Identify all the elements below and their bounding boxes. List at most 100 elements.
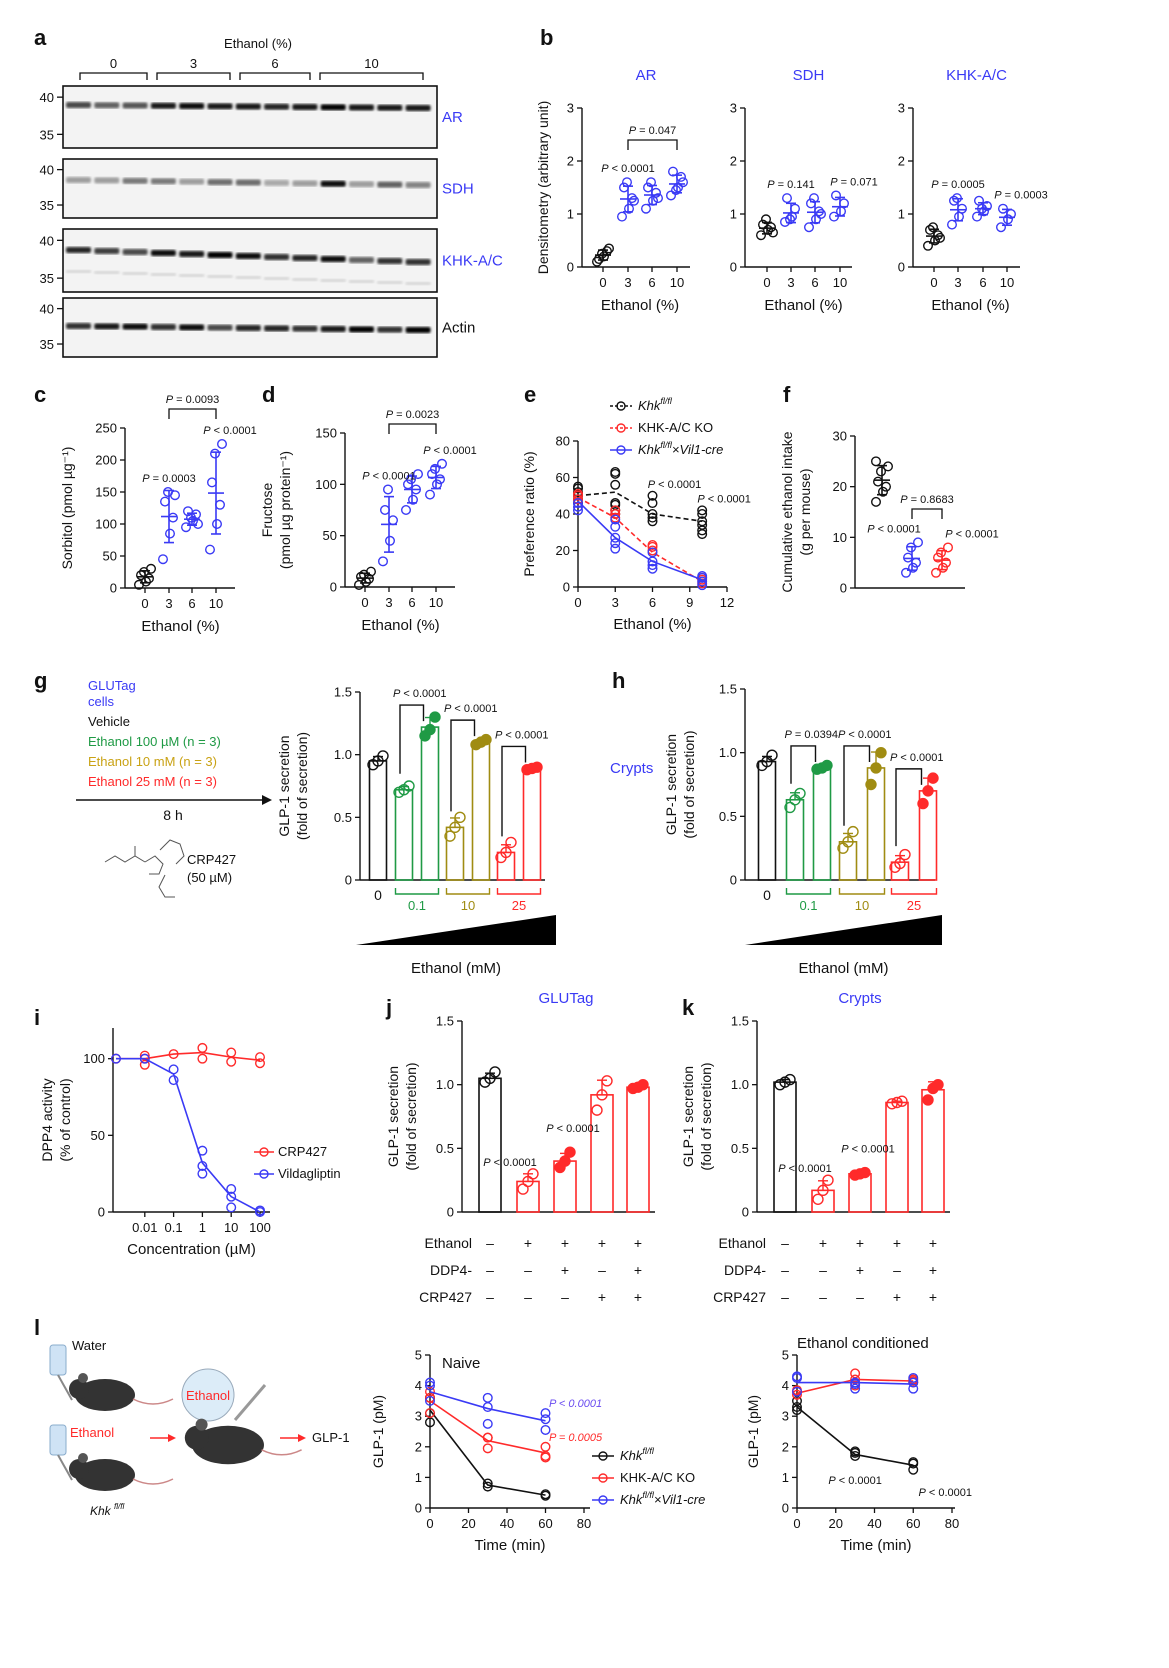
data-point bbox=[388, 515, 399, 526]
x-axis-label: Ethanol (%) bbox=[141, 618, 219, 635]
treatment-sign: + bbox=[929, 1262, 937, 1278]
p-value-label: P = 0.0003 bbox=[994, 190, 1048, 202]
y-tick-label: 1 bbox=[567, 207, 574, 222]
data-point bbox=[908, 1464, 919, 1475]
data-point bbox=[226, 1191, 237, 1202]
data-point bbox=[164, 528, 175, 539]
series-line bbox=[577, 500, 703, 581]
data-point bbox=[598, 1473, 608, 1483]
p-value-label: P = 0.0005 bbox=[549, 1432, 603, 1444]
protein-label: AR bbox=[442, 109, 463, 126]
p-value-label: P = 0.071 bbox=[830, 176, 877, 188]
x-tick-label: 10 bbox=[670, 275, 684, 290]
treatment-sign: – bbox=[524, 1289, 532, 1305]
group-label: 10 bbox=[855, 898, 869, 913]
lane-group-label: 0 bbox=[110, 56, 117, 71]
x-axis-label: Ethanol (mM) bbox=[411, 960, 501, 977]
bar bbox=[522, 767, 542, 881]
chart-panel-sdh: 0 1 2 3 SDH 0 3 6 10 Ethanol (%) P = 0.141 P = 0.07… bbox=[730, 67, 878, 314]
group-label: 10 bbox=[461, 898, 475, 913]
data-point bbox=[226, 1056, 237, 1067]
series-line bbox=[797, 1381, 914, 1385]
significance-bracket bbox=[450, 719, 476, 812]
data-point bbox=[792, 1402, 803, 1413]
treatment-sign: + bbox=[893, 1289, 901, 1305]
data-point bbox=[979, 206, 990, 217]
blot-band-faint bbox=[94, 271, 120, 274]
data-point bbox=[482, 1443, 493, 1454]
y-tick-label: 4 bbox=[415, 1378, 422, 1393]
data-point bbox=[259, 1147, 269, 1157]
treatment-label: CRP427 bbox=[419, 1289, 472, 1305]
data-point bbox=[792, 1386, 803, 1397]
data-point bbox=[1003, 214, 1014, 225]
data-point bbox=[647, 512, 658, 523]
data-point bbox=[812, 1193, 824, 1205]
data-point bbox=[627, 193, 638, 204]
data-point bbox=[380, 505, 391, 516]
data-point bbox=[697, 505, 708, 516]
drinking-schematic: Water Ethanol Khk fl/fl Ethanol GLP-1 bbox=[49, 1338, 350, 1518]
panel-label: a bbox=[34, 25, 47, 50]
data-point bbox=[610, 521, 621, 532]
x-tick-label: 0 bbox=[574, 595, 581, 610]
blot-band bbox=[94, 323, 120, 330]
chart-panel-preference-ratio-: 0 20 40 60 80 0 3 6 9 12 Preference ratio (%) Ethan… bbox=[521, 396, 751, 633]
data-point bbox=[666, 190, 677, 201]
data-point bbox=[610, 514, 621, 525]
blot-band bbox=[405, 105, 431, 111]
treatment-sign: – bbox=[486, 1262, 494, 1278]
p-value-label: P < 0.0001 bbox=[393, 688, 447, 700]
data-point bbox=[821, 759, 833, 772]
y-tick-label: 0.5 bbox=[731, 1141, 749, 1156]
data-point bbox=[697, 509, 708, 520]
x-tick-label: 20 bbox=[829, 1516, 843, 1531]
data-point bbox=[482, 1432, 493, 1443]
data-point bbox=[878, 486, 889, 497]
panel-label: e bbox=[524, 382, 536, 407]
blot-band bbox=[292, 325, 318, 332]
mouse-tail bbox=[132, 1478, 174, 1485]
y-tick-label: 200 bbox=[95, 453, 117, 468]
data-point bbox=[899, 848, 911, 861]
p-value-label: P = 0.8683 bbox=[900, 494, 954, 506]
chart-title: Naive bbox=[442, 1355, 480, 1372]
data-point bbox=[647, 509, 658, 520]
x-tick-label: 3 bbox=[624, 275, 631, 290]
data-point bbox=[804, 222, 815, 233]
data-point bbox=[850, 1450, 861, 1461]
blot-band bbox=[179, 103, 205, 109]
data-point bbox=[629, 195, 640, 206]
series-line bbox=[429, 1390, 546, 1422]
data-point bbox=[871, 496, 882, 507]
p-value-label: P < 0.0001 bbox=[778, 1163, 832, 1175]
x-tick-label: 100 bbox=[249, 1220, 271, 1235]
data-point bbox=[437, 458, 448, 469]
y-tick-label: 4 bbox=[782, 1378, 789, 1393]
x-tick-label: 9 bbox=[686, 595, 693, 610]
y-tick-label: 100 bbox=[95, 517, 117, 532]
crypts-label: Crypts bbox=[610, 760, 653, 777]
data-point bbox=[678, 177, 689, 188]
bar bbox=[812, 767, 832, 881]
p-value-label: P < 0.0001 bbox=[828, 1475, 882, 1487]
data-point bbox=[908, 562, 919, 573]
mw-marker-label: 40 bbox=[40, 302, 54, 317]
data-point bbox=[385, 535, 396, 546]
chart-panel-bar-j: 0 0.5 1.0 1.5 GLP-1 secretion (fold of secret… bbox=[385, 990, 655, 1305]
mw-marker-label: 35 bbox=[40, 127, 54, 142]
blot-band bbox=[207, 179, 233, 186]
treatment-sign: + bbox=[856, 1262, 864, 1278]
data-point bbox=[139, 1059, 150, 1070]
p-value-label: P < 0.0001 bbox=[423, 445, 477, 457]
data-point bbox=[531, 761, 543, 773]
lane-group-bracket bbox=[156, 72, 231, 80]
group-label: 0.1 bbox=[799, 898, 817, 913]
data-point bbox=[378, 556, 389, 567]
p-value-label: P = 0.0003 bbox=[142, 473, 196, 485]
x-tick-label: 80 bbox=[577, 1516, 591, 1531]
mouse-genotype-label: Khk bbox=[90, 1504, 112, 1518]
x-axis-label: Time (min) bbox=[474, 1537, 545, 1554]
lane-group-bracket bbox=[319, 72, 424, 80]
blot-band bbox=[235, 325, 261, 331]
